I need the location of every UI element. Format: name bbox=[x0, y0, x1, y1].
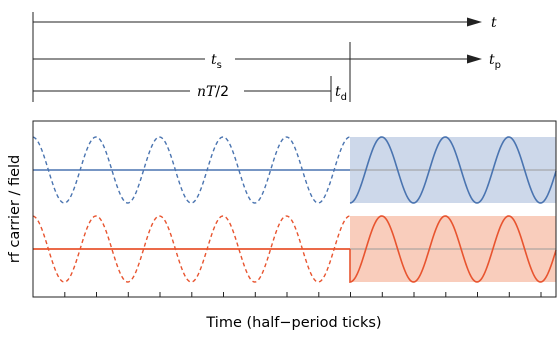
red-carrier-dashed-wave bbox=[32, 215, 351, 283]
field-plot bbox=[32, 120, 557, 298]
t-label: t bbox=[491, 15, 497, 31]
blue-carrier-dashed-wave bbox=[32, 136, 351, 204]
t-arrowhead-icon bbox=[467, 17, 482, 27]
nt-label-rest: /2 bbox=[215, 84, 229, 100]
tp-label-main: t bbox=[489, 52, 495, 68]
tp-arrowhead-icon bbox=[467, 54, 482, 64]
ts-label-main: t bbox=[211, 52, 217, 68]
nt-label: nT/2 bbox=[197, 84, 229, 100]
td-label-sub: d bbox=[341, 92, 347, 103]
plot-frame bbox=[32, 120, 557, 298]
timeline: t ts tp nT/2 td bbox=[32, 12, 501, 103]
tp-label-sub: p bbox=[495, 60, 501, 71]
tp-label: tp bbox=[489, 52, 501, 71]
x-axis-label: Time (half−period ticks) bbox=[205, 315, 381, 331]
nt-label-italic: nT bbox=[197, 84, 217, 100]
y-axis-label: rf carrier / field bbox=[7, 155, 23, 264]
blue-field-wave bbox=[349, 136, 557, 204]
td-label-main: t bbox=[335, 84, 341, 100]
td-label: td bbox=[335, 84, 347, 103]
ts-label-sub: s bbox=[217, 60, 222, 71]
red-field-wave bbox=[349, 215, 557, 283]
x-axis-ticks bbox=[64, 292, 542, 297]
ts-label: ts bbox=[211, 52, 222, 71]
